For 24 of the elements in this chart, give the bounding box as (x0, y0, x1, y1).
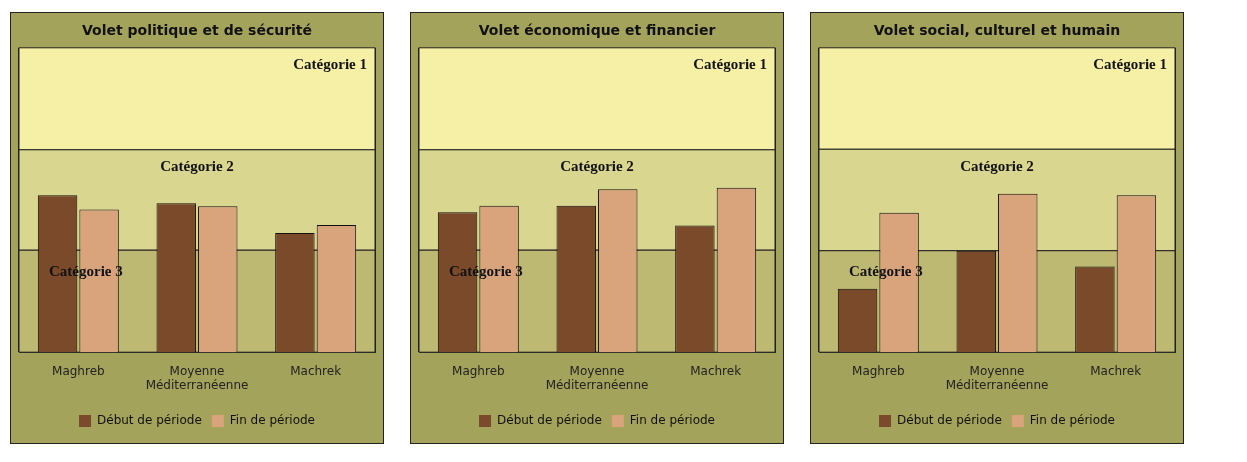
band-label: Catégorie 1 (293, 56, 367, 73)
x-tick-label: Machrek (690, 363, 742, 378)
x-tick-label: Moyenne Méditerranéenne (545, 363, 649, 392)
x-tick-label: Moyenne Méditerranéenne (945, 363, 1049, 392)
chart-title: Volet politique et de sécurité (81, 22, 313, 39)
legend-label: Fin de période (229, 413, 316, 428)
chart-title: Volet social, culturel et humain (873, 22, 1121, 39)
band-label: Catégorie 1 (1093, 56, 1167, 73)
x-tick-label: Machrek (1090, 363, 1142, 378)
x-tick-label: Machrek (290, 363, 342, 378)
x-tick-label: Moyenne Méditerranéenne (145, 363, 249, 392)
band-label: Catégorie 1 (693, 56, 767, 73)
legend-label: Début de période (897, 413, 1002, 428)
x-tick-label: Maghreb (852, 363, 905, 378)
band-label: Catégorie 2 (560, 158, 634, 175)
band-label: Catégorie 2 (160, 158, 234, 175)
chart-title: Volet économique et financier (478, 22, 716, 39)
x-tick-label: Maghreb (452, 363, 505, 378)
legend-label: Fin de période (1029, 413, 1116, 428)
band-label: Catégorie 2 (960, 157, 1034, 174)
legend-label: Fin de période (629, 413, 716, 428)
legend-label: Début de période (497, 413, 602, 428)
x-tick-label: Maghreb (52, 363, 105, 378)
legend-label: Début de période (97, 413, 202, 428)
